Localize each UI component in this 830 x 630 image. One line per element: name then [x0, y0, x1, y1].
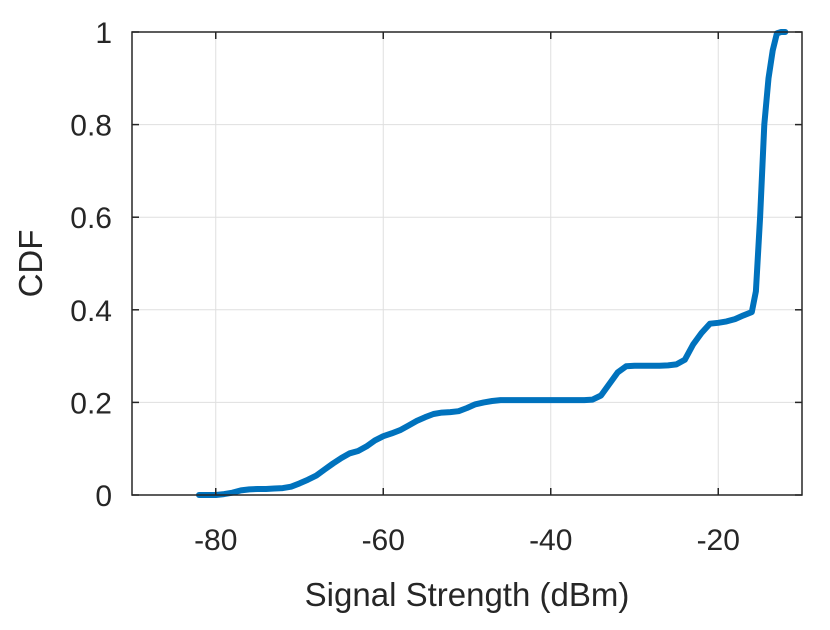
- y-tick-label: 1: [95, 17, 112, 50]
- y-axis-label: CDF: [12, 230, 49, 298]
- x-tick-label: -80: [194, 524, 237, 557]
- axes-frame: [131, 31, 803, 496]
- axes-box: [131, 31, 803, 496]
- series-layer: [196, 29, 789, 498]
- grid-lines: [132, 31, 802, 496]
- y-tick-label: 0.2: [70, 387, 112, 420]
- y-tick-label: 0.4: [70, 295, 112, 328]
- x-tick-label: -60: [362, 524, 405, 557]
- x-axis-label: Signal Strength (dBm): [305, 576, 630, 613]
- tick-labels: -80 -60 -40 -20 0 0.2 0.4 0.6 0.8 1: [70, 17, 740, 557]
- y-tick-label: 0: [95, 480, 112, 513]
- y-tick-label: 0.8: [70, 110, 112, 143]
- x-tick-label: -40: [529, 524, 572, 557]
- cdf-series-line: [196, 29, 789, 498]
- axis-ticks: [132, 31, 802, 496]
- x-tick-label: -20: [697, 524, 740, 557]
- y-tick-label: 0.6: [70, 202, 112, 235]
